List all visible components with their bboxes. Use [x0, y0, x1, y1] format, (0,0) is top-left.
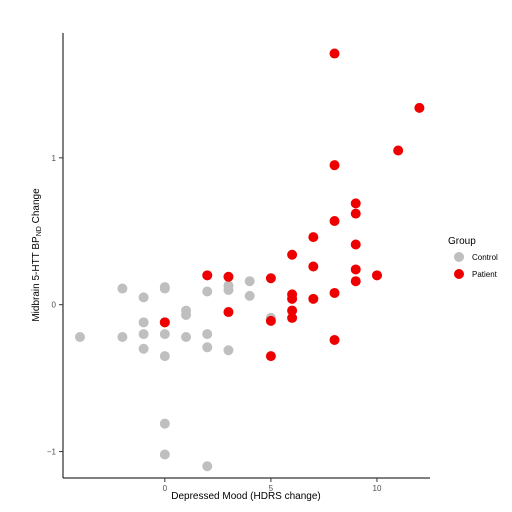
data-point-patient: [287, 293, 298, 304]
data-point-control: [181, 332, 192, 343]
data-point-control: [74, 332, 85, 343]
data-point-control: [202, 461, 213, 472]
axes: [62, 33, 430, 479]
legend-key-control: [454, 252, 464, 262]
legend: Group Control Patient: [448, 236, 498, 279]
data-point-control: [202, 286, 213, 297]
data-point-patient: [350, 264, 361, 275]
data-point-patient: [308, 293, 319, 304]
y-tick-label: 1: [52, 154, 57, 163]
data-point-patient: [287, 249, 298, 260]
data-point-patient: [308, 261, 319, 272]
data-point-control: [138, 329, 149, 340]
data-points: [74, 48, 425, 472]
legend-title: Group: [448, 236, 476, 247]
data-point-patient: [308, 232, 319, 243]
data-point-control: [181, 309, 192, 320]
data-point-patient: [329, 287, 340, 298]
data-point-patient: [265, 351, 276, 362]
data-point-patient: [223, 271, 234, 282]
data-point-patient: [393, 145, 404, 156]
data-point-control: [159, 449, 170, 460]
data-point-patient: [350, 198, 361, 209]
x-tick-label: 5: [269, 484, 274, 493]
data-point-control: [138, 317, 149, 328]
legend-label-patient: Patient: [472, 270, 498, 279]
data-point-patient: [350, 276, 361, 287]
data-point-control: [117, 283, 128, 294]
data-point-patient: [329, 215, 340, 226]
data-point-patient: [159, 317, 170, 328]
legend-key-patient: [454, 269, 464, 279]
data-point-patient: [223, 307, 234, 318]
data-point-patient: [371, 270, 382, 281]
data-point-control: [202, 342, 213, 353]
data-point-control: [202, 329, 213, 340]
data-point-patient: [350, 208, 361, 219]
data-point-control: [159, 329, 170, 340]
data-point-patient: [287, 305, 298, 316]
y-tick-label: 0: [52, 301, 57, 310]
x-tick-label: 0: [163, 484, 168, 493]
data-point-control: [244, 276, 255, 287]
ticks: 0 5 10 −1 0 1: [47, 154, 382, 493]
data-point-patient: [287, 312, 298, 323]
x-axis-title: Depressed Mood (HDRS change): [171, 491, 321, 502]
data-point-patient: [329, 334, 340, 345]
data-point-patient: [414, 102, 425, 113]
data-point-control: [138, 343, 149, 354]
y-axis-title-suffix: Change: [31, 188, 42, 226]
y-tick-label: −1: [47, 448, 57, 457]
data-point-control: [138, 292, 149, 303]
data-point-patient: [202, 270, 213, 281]
x-tick-label: 10: [373, 484, 382, 493]
data-point-control: [223, 285, 234, 296]
data-point-patient: [329, 48, 340, 59]
data-point-patient: [265, 273, 276, 284]
data-point-control: [117, 332, 128, 343]
y-axis-title-subscript: ND: [36, 226, 43, 236]
data-point-control: [159, 418, 170, 429]
y-axis-title: Midbrain 5-HTT BPND Change: [31, 188, 43, 322]
data-point-control: [223, 345, 234, 356]
legend-label-control: Control: [472, 253, 498, 262]
data-point-patient: [329, 160, 340, 171]
data-point-control: [159, 351, 170, 362]
y-axis-title-prefix: Midbrain 5-HTT BP: [31, 236, 42, 322]
data-point-patient: [265, 315, 276, 326]
data-point-control: [159, 283, 170, 294]
data-point-control: [244, 290, 255, 301]
data-point-patient: [350, 239, 361, 250]
